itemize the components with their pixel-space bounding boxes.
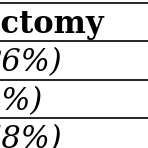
Text: 86%): 86%) — [0, 47, 62, 78]
Text: 4%): 4%) — [0, 86, 42, 117]
Text: 58%): 58%) — [0, 124, 62, 148]
Text: ectomy: ectomy — [0, 9, 105, 40]
